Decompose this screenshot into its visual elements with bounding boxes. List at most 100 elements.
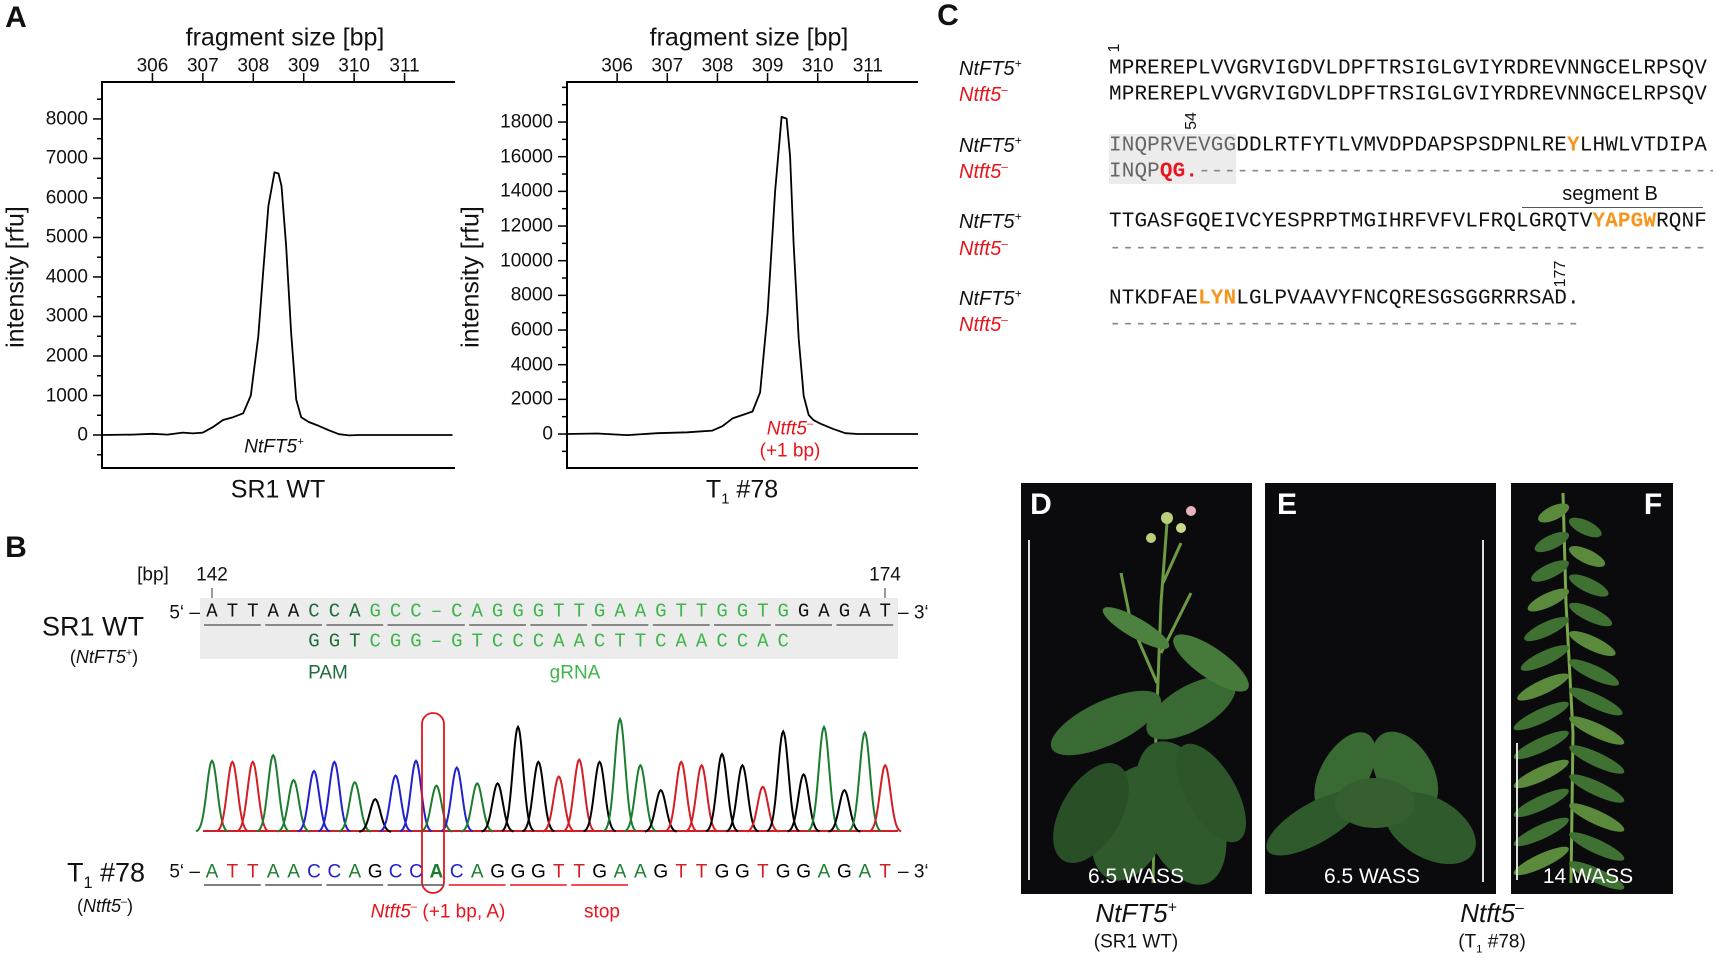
- plant-f-leaf: [1538, 503, 1570, 523]
- sequence-segment-highlight: Y: [1567, 134, 1580, 158]
- ylabel-left: intensity [rfu]: [1, 206, 30, 348]
- segment-b-label: segment B: [1562, 183, 1658, 205]
- wt-row-label: NtFT5+: [959, 133, 1022, 156]
- row-label-text: NtFT5: [959, 288, 1015, 310]
- plant-f-leaf: [1568, 546, 1606, 567]
- ylabel-right: intensity [rfu]: [456, 206, 485, 348]
- insertion-label: Ntft5– (+1 bp, A): [370, 901, 506, 923]
- wt-top-strand-segment: CCA: [308, 600, 370, 623]
- x-tick-label-right: 306: [601, 55, 633, 77]
- mutant-base: G: [490, 861, 505, 883]
- y-tick-label-left: 8000: [45, 108, 88, 130]
- mutant-base: A: [287, 861, 300, 883]
- y-tick-label-right: 0: [542, 423, 553, 445]
- plant-f-leaf: [1513, 730, 1569, 760]
- mutant-name-main: T: [66, 857, 84, 888]
- mutant-line-name: T1 #78: [66, 857, 145, 891]
- chromatogram-peak: [685, 763, 718, 833]
- wt-line-name: SR1 WT: [41, 611, 145, 642]
- xlabel-right-main: T: [705, 475, 722, 504]
- mutant-caption-line2-rest: #78): [1482, 931, 1526, 953]
- sequence-segment-normal: LHWLVTDIPA: [1579, 134, 1707, 158]
- trace-line-right: [566, 115, 918, 436]
- residue-position-marker: 54: [1182, 112, 1200, 130]
- mutant-genotype-text: Ntft5: [82, 896, 121, 916]
- row-label-sup: –: [1001, 236, 1008, 251]
- wt-bottom-strand-segment: CGG–GTCCCAACTTCAACCAC: [369, 630, 798, 653]
- sequence-segment-highlight: YAPGW: [1592, 210, 1657, 234]
- panel-label-c: C: [937, 0, 959, 32]
- target-site-shading: [200, 598, 898, 659]
- panel-label-b: B: [5, 531, 27, 564]
- panel-label-d: D: [1030, 488, 1052, 521]
- wt-three-prime: – 3‘: [898, 602, 929, 624]
- sequence-segment-normal: MPREREPLVVGRVIGDVLDPFTRSIGLGVIYRDREVNNGC…: [1109, 83, 1707, 107]
- wt-protein-sequence: TTGASFGQEIVCYESPRPTMGIHRFVFVLFRQLGRQTVYA…: [1109, 212, 1707, 233]
- insertion-gene: Ntft5: [370, 901, 411, 923]
- x-tick-label-left: 311: [389, 55, 420, 77]
- plant-f-leaf: [1527, 588, 1569, 612]
- scale-bar-e: [1482, 540, 1484, 882]
- mutant-base: A: [348, 861, 362, 883]
- wt-protein-sequence: MPREREPLVVGRVIGDVLDPFTRSIGLGVIYRDREVNNGC…: [1109, 59, 1707, 80]
- wt-photo-caption-line2: (SR1 WT): [1093, 931, 1179, 953]
- plant-f-leaf: [1534, 531, 1570, 553]
- plant-e-image: [1266, 731, 1476, 865]
- insertion-sup: –: [410, 901, 418, 914]
- chromatogram-peak: [746, 785, 780, 833]
- mutant-photo-caption: Ntft5–: [1460, 900, 1524, 926]
- mutant-base: A: [266, 861, 280, 883]
- peak-annotation-right-line2: (+1 bp): [759, 440, 821, 462]
- x-tick-label-right: 307: [651, 55, 684, 77]
- xlabel-right-sub: 1: [721, 490, 730, 508]
- row-label-sup: +: [1014, 133, 1022, 148]
- wt-genotype-sup: +: [125, 647, 133, 659]
- plant-f-leaf: [1569, 803, 1625, 832]
- sequence-segment-gap: ----------------------------------------…: [1109, 237, 1707, 261]
- photo-d-wt-plant: D 6.5 WASS: [1021, 483, 1252, 894]
- y-tick-label-right: 4000: [510, 354, 553, 376]
- plant-f-leaf: [1513, 846, 1569, 876]
- mutant-line-genotype: (Ntft5–): [76, 896, 134, 916]
- mutant-protein-sequence: INQPQG.---------------------------------…: [1109, 162, 1713, 183]
- wt-caption-sup: +: [1167, 899, 1177, 917]
- row-label-sup: +: [1014, 286, 1022, 301]
- mutant-base: G: [653, 861, 669, 883]
- y-tick-label-right: 8000: [510, 284, 553, 306]
- mutant-base: T: [879, 861, 891, 883]
- y-tick-label-left: 7000: [45, 147, 88, 169]
- peak-annotation-right-sup: –: [806, 418, 814, 431]
- mutant-base: T: [675, 861, 687, 883]
- row-label-text: NtFT5: [959, 58, 1015, 80]
- inserted-base: A: [429, 861, 444, 883]
- wt-protein-sequence: INQPRVEVGGDDLRTFYTLVMVDPDAPSPSDPNLREYLHW…: [1109, 136, 1707, 157]
- segment-b-bar: [1522, 207, 1703, 208]
- mutant-base: G: [592, 861, 607, 883]
- y-tick-label-left: 0: [77, 424, 88, 446]
- mutant-base: A: [205, 861, 219, 883]
- wt-top-strand-segment: ATTAA: [206, 600, 309, 623]
- x-tick-label-right: 311: [852, 55, 883, 77]
- x-tick-label-left: 309: [287, 55, 320, 77]
- plant-f-leaf: [1569, 861, 1625, 890]
- scale-bar-f: [1516, 743, 1518, 880]
- peak-annotation-left-text: NtFT5: [244, 436, 298, 458]
- chromatogram-peak: [583, 760, 617, 833]
- mutant-base: G: [531, 861, 546, 883]
- mutant-base: A: [858, 861, 872, 883]
- row-label-sup: +: [1014, 209, 1022, 224]
- mutant-five-prime: 5‘ –: [169, 861, 200, 883]
- x-tick-label-left: 306: [136, 55, 169, 77]
- plant-f-leaf: [1569, 574, 1609, 597]
- photo-e-mutant-plant: E 6.5 WASS: [1265, 483, 1496, 894]
- plant-f-leaf: [1569, 631, 1616, 656]
- chromatogram-peak: [359, 798, 392, 833]
- plant-f-leaf: [1569, 745, 1625, 774]
- plant-f-leaf: [1569, 832, 1625, 861]
- mutant-base: A: [634, 861, 647, 883]
- age-label-e: 6.5 WASS: [1323, 865, 1421, 888]
- age-label-d: 6.5 WASS: [1087, 865, 1185, 888]
- chromatogram-peak: [236, 760, 270, 833]
- row-label-text: Ntft5: [959, 314, 1002, 336]
- xlabel-right-rest: #78: [729, 475, 779, 504]
